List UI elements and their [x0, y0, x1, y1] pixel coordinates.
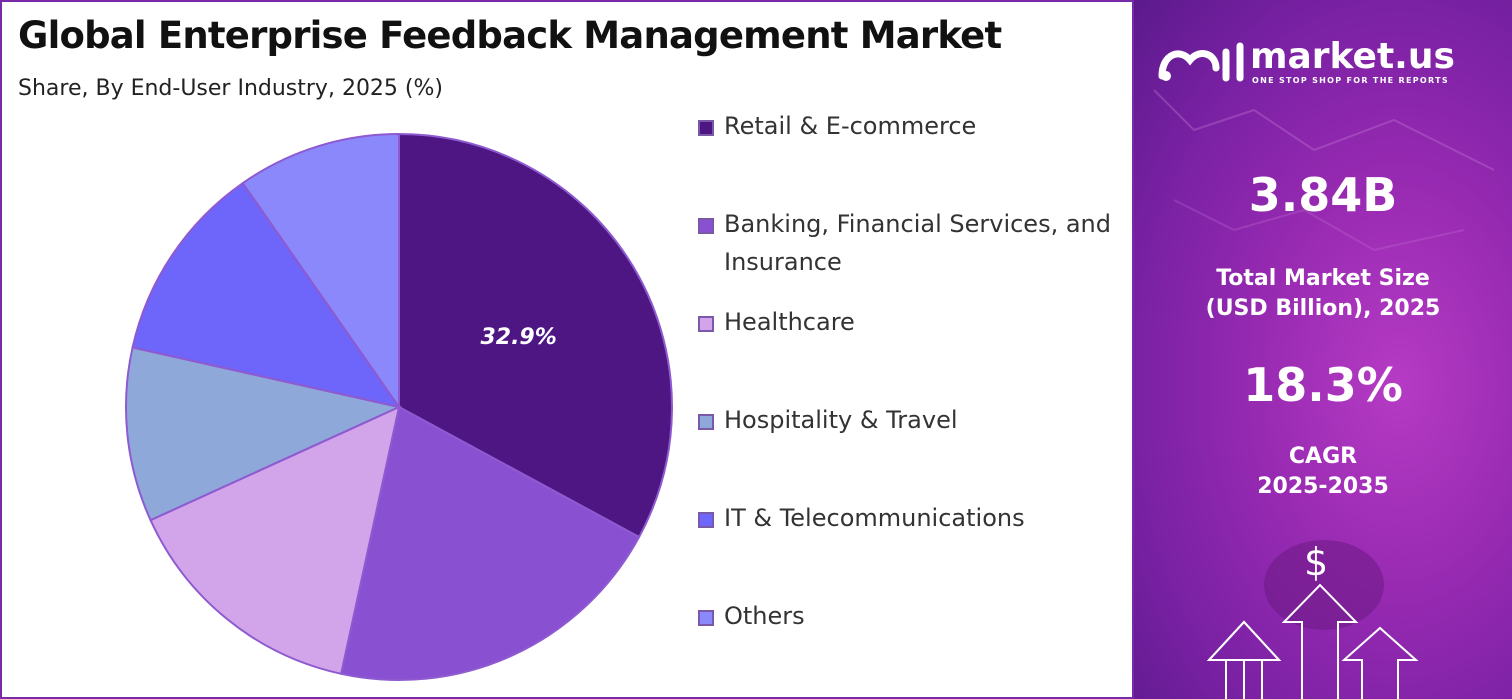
legend-item-bfsi: Banking, Financial Services, and Insuranc…: [698, 210, 1124, 281]
legend-label: Banking, Financial Services, and Insuranc…: [724, 205, 1124, 281]
legend-label-line2: Insurance: [724, 248, 842, 276]
market-us-logo-icon: [1158, 42, 1244, 82]
brand-name: market.us: [1250, 36, 1455, 77]
legend-swatch: [698, 316, 714, 332]
legend-item-others: Others: [698, 602, 1124, 635]
legend-item-retail: Retail & E-commerce: [698, 112, 1124, 145]
legend-item-it-telecom: IT & Telecommunications: [698, 504, 1124, 537]
cagr-label: CAGR: [1288, 444, 1358, 469]
legend-label: Hospitality & Travel: [724, 406, 958, 434]
legend-label-line1: Banking, Financial Services, and: [724, 210, 1111, 238]
pie-slice-bfsi: [339, 405, 641, 681]
brand-tagline: ONE STOP SHOP FOR THE REPORTS: [1252, 76, 1449, 85]
legend-item-hospitality: Hospitality & Travel: [698, 406, 1124, 439]
market-size-value: 3.84B: [1248, 168, 1398, 222]
legend-swatch: [698, 512, 714, 528]
legend-label: IT & Telecommunications: [724, 504, 1025, 532]
market-size-label-line2: (USD Billion), 2025: [1205, 296, 1441, 321]
arrow-up-icon: [1206, 620, 1282, 699]
legend-swatch: [698, 218, 714, 234]
pie-chart: 32.9%: [125, 132, 673, 681]
pie-slice-hospitality: [125, 346, 403, 522]
legend-item-healthcare: Healthcare: [698, 308, 1124, 341]
cagr-period: 2025-2035: [1257, 474, 1389, 499]
pie-data-label-retail: 32.9%: [480, 325, 556, 350]
pie-slice-it-telecom: [131, 181, 402, 409]
legend-label: Retail & E-commerce: [724, 112, 977, 140]
chart-subtitle: Share, By End-User Industry, 2025 (%): [18, 76, 443, 101]
legend-label: Healthcare: [724, 308, 855, 336]
pie-slice-healthcare: [149, 405, 401, 675]
background-decoration: [1153, 89, 1495, 699]
chart-title: Global Enterprise Feedback Management Ma…: [18, 14, 1002, 57]
dollar-icon: $: [1304, 540, 1329, 584]
pie-slice-others: [241, 132, 400, 411]
cagr-value: 18.3%: [1243, 358, 1403, 412]
legend-swatch: [698, 120, 714, 136]
legend-swatch: [698, 610, 714, 626]
legend-label: Others: [724, 602, 805, 630]
pie-slice-retail: [398, 132, 673, 539]
market-size-label-line1: Total Market Size: [1216, 266, 1430, 291]
legend-swatch: [698, 414, 714, 430]
chart-panel: Global Enterprise Feedback Management Ma…: [0, 0, 1134, 699]
stats-panel: market.us ONE STOP SHOP FOR THE REPORTS …: [1134, 0, 1512, 699]
